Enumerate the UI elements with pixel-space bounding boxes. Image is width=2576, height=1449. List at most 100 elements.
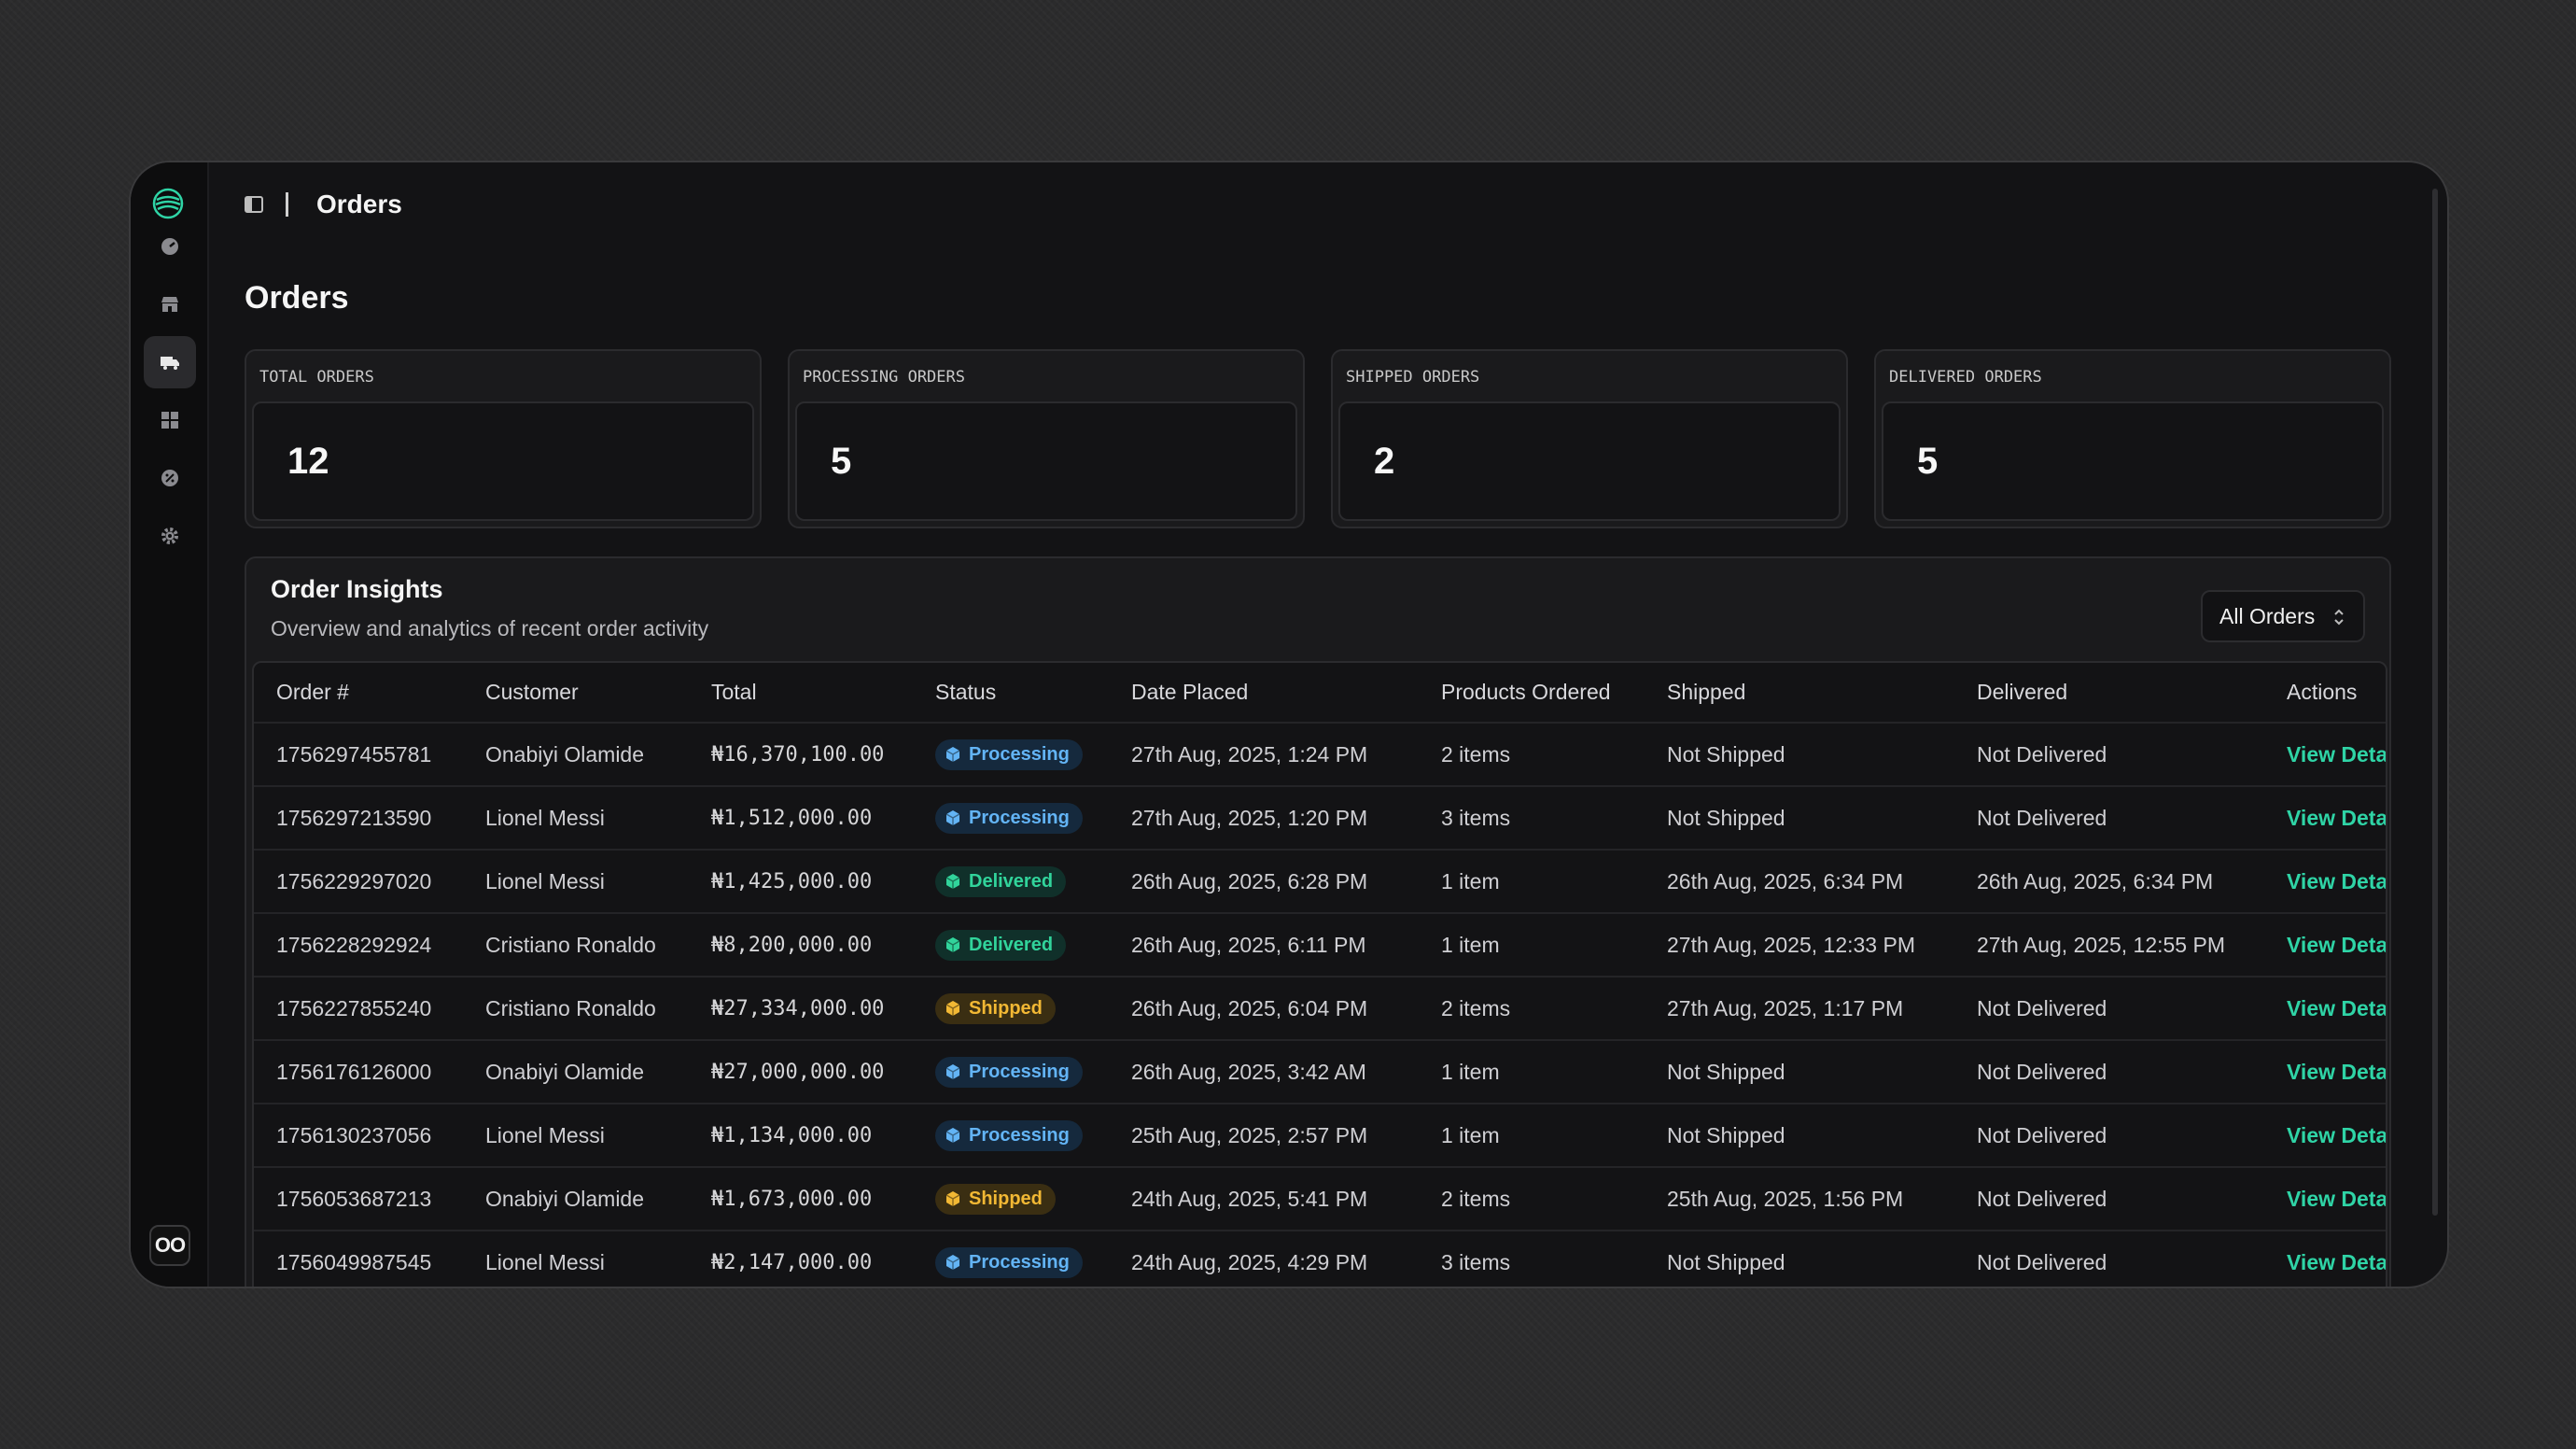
status-label: Processing	[969, 743, 1070, 765]
brand-logo-icon[interactable]	[151, 187, 185, 220]
customer-cell: Lionel Messi	[463, 786, 689, 851]
total-cell: ₦1,512,000.00	[689, 786, 913, 851]
view-details-link[interactable]: View Deta	[2264, 1167, 2386, 1231]
delivered-cell: Not Delivered	[1954, 1104, 2264, 1168]
view-details-link[interactable]: View Deta	[2264, 1231, 2386, 1287]
order-number-cell: 1756297213590	[254, 786, 463, 851]
shipped-cell: 27th Aug, 2025, 12:33 PM	[1645, 913, 1954, 978]
stat-label: SHIPPED ORDERS	[1346, 368, 1480, 387]
window-scrollbar[interactable]	[2432, 189, 2438, 1216]
table-row[interactable]: 1756049987545 Lionel Messi ₦2,147,000.00…	[254, 1231, 2386, 1287]
status-badge: Shipped	[935, 992, 1056, 1024]
shipped-cell: Not Shipped	[1645, 786, 1954, 851]
col-delivered[interactable]: Delivered	[1954, 663, 2264, 724]
main-content: Orders TOTAL ORDERS 12 PROCESSING ORDERS…	[245, 274, 2391, 1287]
table-row[interactable]: 1756130237056 Lionel Messi ₦1,134,000.00…	[254, 1104, 2386, 1168]
delivered-cell: Not Delivered	[1954, 1040, 2264, 1104]
rail-discounts[interactable]	[144, 452, 196, 504]
view-details-link[interactable]: View Deta	[2264, 850, 2386, 914]
breadcrumb: Orders	[316, 190, 402, 218]
view-details-link[interactable]: View Deta	[2264, 723, 2386, 787]
rail-grid[interactable]	[144, 394, 196, 446]
grid-icon	[161, 412, 178, 429]
stat-processing-orders: PROCESSING ORDERS 5	[788, 349, 1305, 528]
total-cell: ₦1,673,000.00	[689, 1167, 913, 1231]
total-cell: ₦2,147,000.00	[689, 1231, 913, 1287]
view-details-link[interactable]: View Deta	[2264, 1040, 2386, 1104]
products-cell: 2 items	[1419, 723, 1645, 787]
order-number-cell: 1756229297020	[254, 850, 463, 914]
customer-cell: Lionel Messi	[463, 850, 689, 914]
table-row[interactable]: 1756297213590 Lionel Messi ₦1,512,000.00…	[254, 786, 2386, 851]
status-badge: Processing	[935, 1246, 1083, 1278]
status-cell: Delivered	[913, 913, 1109, 978]
sidebar-toggle-icon[interactable]	[243, 193, 265, 216]
orders-table-container[interactable]: Order # Customer Total Status Date Place…	[252, 661, 2387, 1287]
rail-settings[interactable]	[144, 510, 196, 562]
view-details-link[interactable]: View Deta	[2264, 1104, 2386, 1168]
order-insights-card: Order Insights Overview and analytics of…	[245, 556, 2391, 1287]
store-icon	[161, 297, 178, 312]
status-badge: Delivered	[935, 865, 1067, 897]
view-details-link[interactable]: View Deta	[2264, 786, 2386, 851]
table-row[interactable]: 1756053687213 Onabiyi Olamide ₦1,673,000…	[254, 1167, 2386, 1231]
view-details-link[interactable]: View Deta	[2264, 977, 2386, 1041]
table-row[interactable]: 1756228292924 Cristiano Ronaldo ₦8,200,0…	[254, 913, 2386, 978]
status-cell: Processing	[913, 723, 1109, 787]
delivered-cell: Not Delivered	[1954, 977, 2264, 1041]
stats-row: TOTAL ORDERS 12 PROCESSING ORDERS 5 SHIP…	[245, 349, 2391, 528]
col-date-placed[interactable]: Date Placed	[1109, 663, 1419, 724]
date-placed-cell: 26th Aug, 2025, 6:04 PM	[1109, 977, 1419, 1041]
delivered-cell: Not Delivered	[1954, 723, 2264, 787]
table-row[interactable]: 1756297455781 Onabiyi Olamide ₦16,370,10…	[254, 723, 2386, 787]
delivered-cell: 26th Aug, 2025, 6:34 PM	[1954, 850, 2264, 914]
col-total[interactable]: Total	[689, 663, 913, 724]
order-number-cell: 1756053687213	[254, 1167, 463, 1231]
products-cell: 1 item	[1419, 1040, 1645, 1104]
package-icon	[945, 1001, 960, 1016]
status-cell: Shipped	[913, 977, 1109, 1041]
status-cell: Processing	[913, 1231, 1109, 1287]
table-row[interactable]: 1756176126000 Onabiyi Olamide ₦27,000,00…	[254, 1040, 2386, 1104]
delivered-cell: Not Delivered	[1954, 1231, 2264, 1287]
delivered-cell: Not Delivered	[1954, 1167, 2264, 1231]
delivered-cell: 27th Aug, 2025, 12:55 PM	[1954, 913, 2264, 978]
table-row[interactable]: 1756227855240 Cristiano Ronaldo ₦27,334,…	[254, 977, 2386, 1041]
col-customer[interactable]: Customer	[463, 663, 689, 724]
products-cell: 1 item	[1419, 1104, 1645, 1168]
date-placed-cell: 26th Aug, 2025, 3:42 AM	[1109, 1040, 1419, 1104]
order-number-cell: 1756227855240	[254, 977, 463, 1041]
orders-filter-select[interactable]: All Orders	[2201, 590, 2365, 642]
discount-icon	[161, 470, 178, 486]
settings-icon	[161, 528, 178, 544]
date-placed-cell: 26th Aug, 2025, 6:11 PM	[1109, 913, 1419, 978]
shipped-cell: 27th Aug, 2025, 1:17 PM	[1645, 977, 1954, 1041]
products-cell: 3 items	[1419, 1231, 1645, 1287]
stat-label: DELIVERED ORDERS	[1889, 368, 2042, 387]
shipped-cell: Not Shipped	[1645, 1231, 1954, 1287]
view-details-link[interactable]: View Deta	[2264, 913, 2386, 978]
customer-cell: Onabiyi Olamide	[463, 723, 689, 787]
col-order-number[interactable]: Order #	[254, 663, 463, 724]
products-cell: 2 items	[1419, 1167, 1645, 1231]
user-avatar-badge[interactable]: OO	[149, 1225, 190, 1266]
status-cell: Processing	[913, 786, 1109, 851]
shipped-cell: Not Shipped	[1645, 1104, 1954, 1168]
col-shipped[interactable]: Shipped	[1645, 663, 1954, 724]
status-cell: Processing	[913, 1040, 1109, 1104]
orders-truck-icon	[161, 357, 179, 370]
col-products-ordered[interactable]: Products Ordered	[1419, 663, 1645, 724]
insights-title: Order Insights	[271, 575, 443, 603]
rail-store[interactable]	[144, 278, 196, 331]
stat-total-orders: TOTAL ORDERS 12	[245, 349, 762, 528]
stat-value: 2	[1338, 401, 1841, 521]
col-status[interactable]: Status	[913, 663, 1109, 724]
stat-label: TOTAL ORDERS	[259, 368, 374, 387]
table-row[interactable]: 1756229297020 Lionel Messi ₦1,425,000.00…	[254, 850, 2386, 914]
table-body: 1756297455781 Onabiyi Olamide ₦16,370,10…	[254, 723, 2386, 1287]
products-cell: 1 item	[1419, 850, 1645, 914]
date-placed-cell: 25th Aug, 2025, 2:57 PM	[1109, 1104, 1419, 1168]
date-placed-cell: 24th Aug, 2025, 5:41 PM	[1109, 1167, 1419, 1231]
rail-dashboard[interactable]	[144, 220, 196, 273]
rail-orders[interactable]	[144, 336, 196, 388]
